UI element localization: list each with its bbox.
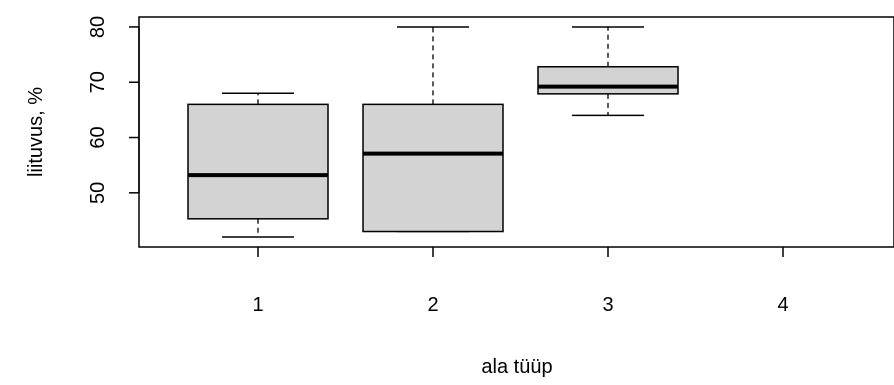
x-tick-label-1: 1 (252, 294, 263, 316)
box-1 (187, 92, 329, 238)
x-tick-label-2: 2 (427, 294, 438, 316)
y-axis: 50 60 70 80 (87, 16, 140, 204)
box-2 (362, 26, 504, 233)
x-axis: 1 2 3 4 (252, 247, 789, 316)
boxes-layer (187, 26, 679, 238)
box-iqr-1 (187, 103, 329, 220)
y-tick-label-70: 70 (87, 71, 109, 93)
x-axis-title: ala tüüp (481, 356, 552, 378)
box-iqr-3 (537, 66, 679, 95)
box-iqr-2 (362, 103, 504, 233)
y-tick-label-50: 50 (87, 182, 109, 204)
y-tick-label-80: 80 (87, 16, 109, 38)
x-tick-label-3: 3 (602, 294, 613, 316)
y-axis-title: liituvus, % (25, 87, 47, 177)
x-tick-label-4: 4 (777, 294, 788, 316)
box-3 (537, 26, 679, 117)
y-tick-label-60: 60 (87, 126, 109, 148)
